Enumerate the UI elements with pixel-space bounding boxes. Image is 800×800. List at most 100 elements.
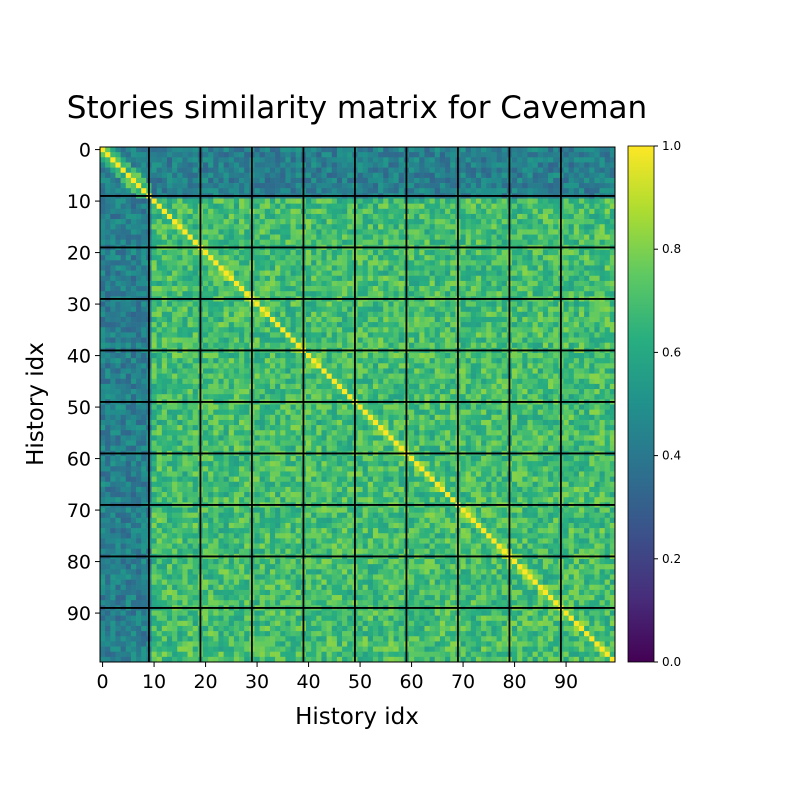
heatmap-cell [177,198,183,204]
heatmap-cell [259,270,266,277]
heatmap-cell [599,203,606,210]
heatmap-cell [347,203,353,210]
heatmap-cell [321,198,327,204]
heatmap-cell [239,265,245,271]
heatmap-cell [280,327,286,333]
heatmap-cell [522,260,528,266]
heatmap-cell [218,250,224,256]
heatmap-cell [553,342,559,349]
heatmap-cell [393,167,400,174]
heatmap-cell [475,332,482,338]
heatmap-cell [367,219,374,225]
heatmap-cell [594,234,600,241]
heatmap-cell [172,337,178,344]
heatmap-cell [336,208,343,215]
heatmap-cell [306,301,312,307]
heatmap-cell [496,177,503,184]
heatmap-cell [166,183,173,189]
heatmap-cell [372,152,379,158]
heatmap-cell [589,383,595,390]
heatmap-cell [491,250,497,256]
heatmap-cell [177,275,183,282]
heatmap-cell [383,306,389,313]
heatmap-cell [187,229,194,235]
heatmap-cell [182,219,188,225]
heatmap-cell [336,219,343,225]
heatmap-cell [151,234,157,241]
heatmap-cell [486,162,492,168]
heatmap-cell [573,270,580,277]
heatmap-cell [156,322,163,328]
heatmap-cell [342,358,348,364]
heatmap-cell [357,322,363,328]
heatmap-cell [522,147,528,153]
heatmap-cell [522,224,528,230]
heatmap-cell [424,183,430,189]
heatmap-cell [280,291,286,297]
heatmap-cell [254,167,260,174]
heatmap-cell [362,219,369,225]
heatmap-cell [311,147,317,153]
heatmap-cell [578,260,585,266]
heatmap-cell [548,229,554,235]
heatmap-cell [383,219,389,225]
heatmap-cell [563,389,569,395]
heatmap-cell [434,260,441,266]
heatmap-cell [228,147,235,153]
heatmap-cell [166,291,173,297]
heatmap-cell [208,301,214,307]
heatmap-cell [208,322,214,328]
heatmap-cell [100,394,106,400]
heatmap-cell [151,239,157,246]
heatmap-cell [218,198,224,204]
heatmap-cell [244,332,250,338]
heatmap-cell [172,203,178,210]
heatmap-cell [445,327,451,333]
heatmap-cell [573,167,580,174]
heatmap-cell [223,234,230,241]
heatmap-cell [517,275,523,282]
heatmap-cell [460,383,466,390]
heatmap-cell [542,368,549,374]
heatmap-cell [434,239,441,246]
heatmap-cell [290,286,297,292]
heatmap-cell [280,306,286,313]
heatmap-cell [527,358,533,364]
heatmap-cell [542,177,549,184]
heatmap-cell [599,157,606,163]
heatmap-cell [203,213,209,220]
heatmap-cell [568,322,575,328]
heatmap-cell [218,342,224,349]
heatmap-cell [321,177,327,184]
heatmap-cell [388,286,394,292]
heatmap-cell [501,239,508,246]
heatmap-cell [604,301,611,307]
heatmap-cell [223,183,230,189]
heatmap-cell [228,234,235,241]
heatmap-cell [445,239,451,246]
heatmap-cell [398,183,405,189]
heatmap-cell [578,270,585,277]
heatmap-cell [239,363,245,369]
heatmap-cell [589,378,595,385]
heatmap-cell [110,306,116,313]
heatmap-cell [223,229,230,235]
heatmap-cell [136,275,142,282]
heatmap-cell [599,198,606,204]
heatmap-cell [342,177,348,184]
heatmap-cell [604,219,611,225]
heatmap-cell [481,250,487,256]
heatmap-cell [228,250,235,256]
heatmap-cell [419,389,425,395]
heatmap-cell [372,208,379,215]
heatmap-cell [367,224,374,230]
heatmap-cell [429,311,436,318]
heatmap-cell [372,291,379,297]
heatmap-cell [136,260,142,266]
heatmap-cell [388,198,394,204]
heatmap-cell [481,316,487,323]
heatmap-cell [316,368,322,374]
heatmap-cell [347,306,353,313]
heatmap-cell [609,265,616,271]
heatmap-cell [414,394,420,400]
